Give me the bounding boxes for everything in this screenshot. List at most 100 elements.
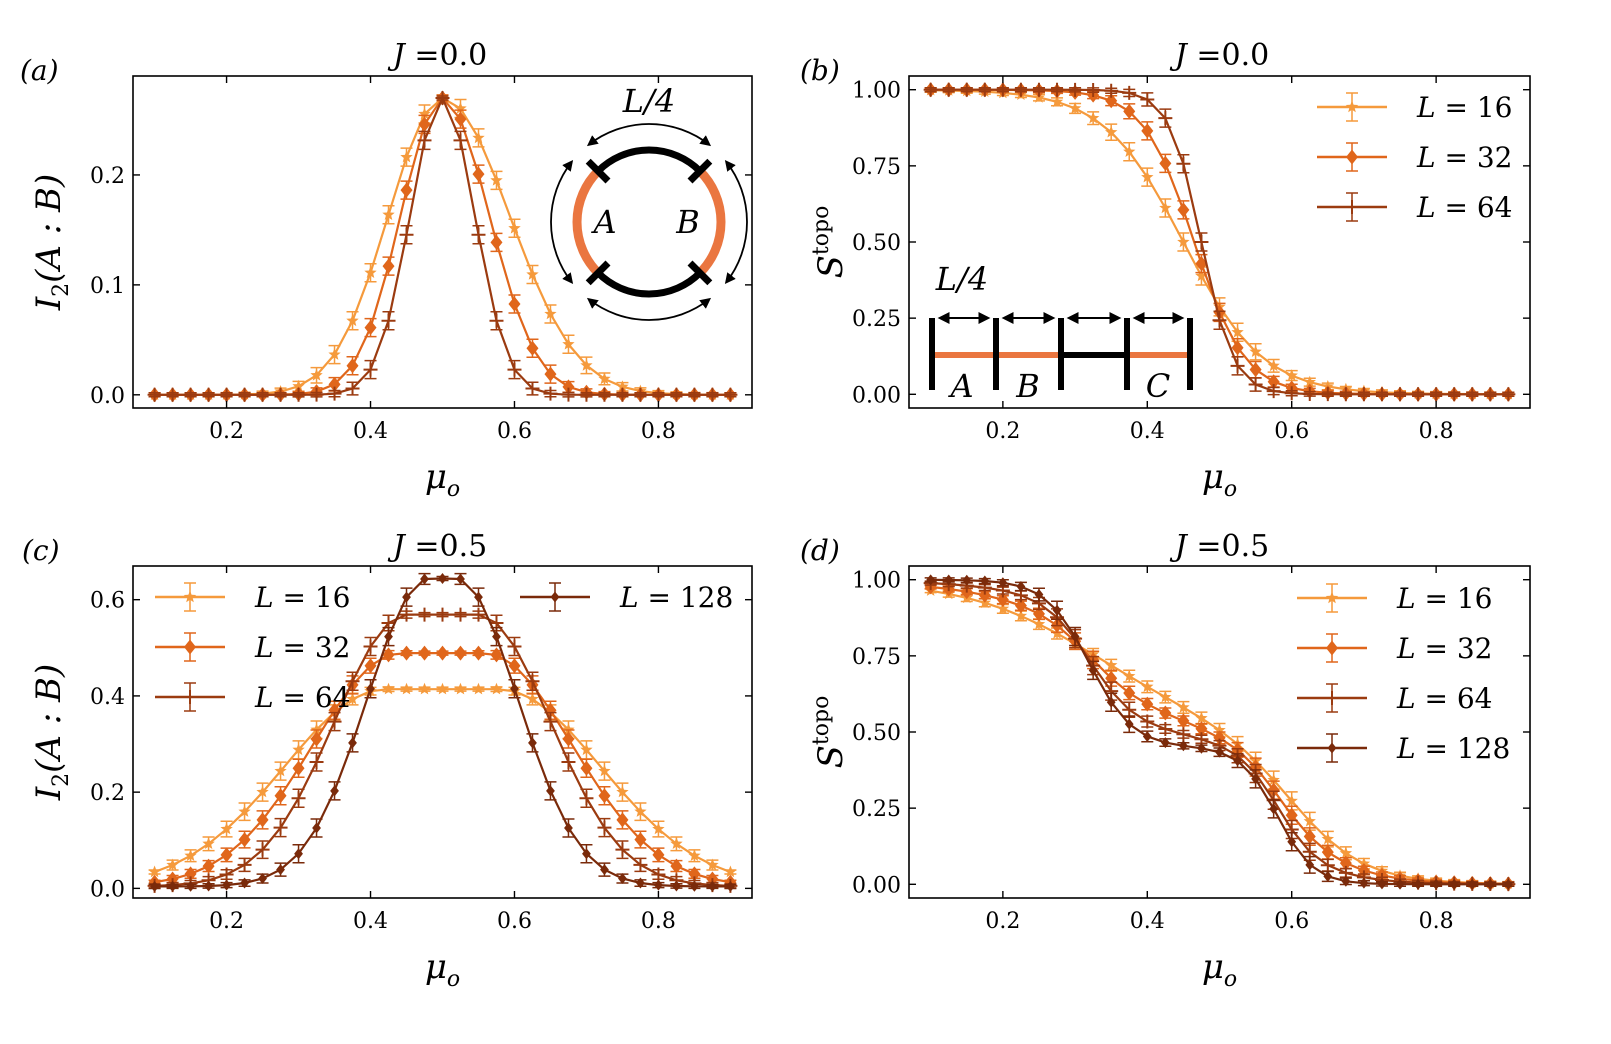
data-point bbox=[492, 631, 501, 643]
data-point bbox=[1267, 359, 1280, 372]
data-point bbox=[941, 82, 956, 97]
legend-marker bbox=[184, 639, 196, 655]
data-point bbox=[688, 866, 701, 882]
legend-entry: L = 64 bbox=[1297, 682, 1492, 715]
series-a-1 bbox=[148, 90, 737, 403]
series-d-3 bbox=[924, 574, 1515, 890]
y-tick-label: 0.1 bbox=[90, 274, 125, 299]
data-point bbox=[1483, 387, 1498, 402]
legend-marker bbox=[183, 690, 197, 704]
data-point bbox=[1016, 580, 1026, 592]
y-tick-label: 0.0 bbox=[90, 384, 125, 409]
data-point bbox=[1178, 740, 1188, 752]
x-tick-label: 0.2 bbox=[209, 419, 244, 444]
series-line bbox=[154, 688, 731, 874]
data-point bbox=[561, 754, 576, 769]
data-point bbox=[471, 227, 486, 242]
data-point bbox=[1413, 878, 1423, 890]
data-point bbox=[1377, 878, 1387, 890]
y-tick-label: 0.50 bbox=[852, 721, 901, 746]
data-point bbox=[1447, 387, 1462, 402]
data-point bbox=[1197, 742, 1206, 754]
ring-arc-top bbox=[595, 146, 703, 174]
ring-arc-bottom bbox=[595, 270, 703, 298]
data-point bbox=[202, 858, 215, 874]
data-point bbox=[453, 133, 468, 148]
data-point bbox=[672, 880, 681, 892]
y-tick-label: 0.50 bbox=[852, 231, 901, 256]
data-point bbox=[454, 111, 467, 127]
data-point bbox=[708, 880, 717, 892]
data-point bbox=[1213, 730, 1226, 746]
series-line bbox=[930, 88, 1509, 396]
data-point bbox=[345, 674, 360, 689]
data-point bbox=[1070, 631, 1080, 643]
ring-arc-A bbox=[572, 167, 602, 277]
data-point bbox=[328, 376, 341, 392]
data-point bbox=[561, 387, 576, 402]
data-point bbox=[1140, 714, 1155, 729]
data-point bbox=[615, 387, 630, 402]
data-point bbox=[454, 645, 467, 661]
inset-label-L4: L/4 bbox=[935, 260, 988, 298]
data-point bbox=[598, 372, 611, 385]
data-point bbox=[240, 877, 249, 889]
panel-a: 0.2 0.4 0.6 0.8 0.0 0.1 0.2 (a) J =0.0 μo I2(A : B… bbox=[20, 38, 753, 502]
panel-d: 0.2 0.4 0.6 0.8 0.00 0.25 0.50 0.75 1.00 (d) J =0.… bbox=[800, 529, 1531, 992]
data-point bbox=[1013, 82, 1028, 97]
data-point bbox=[1339, 855, 1352, 871]
legend-entry: L = 32 bbox=[1297, 632, 1492, 665]
data-point bbox=[1068, 101, 1082, 114]
data-point bbox=[1395, 878, 1405, 890]
y-axis-label: Stopo bbox=[809, 696, 851, 769]
legend-label: L = 16 bbox=[1396, 582, 1492, 615]
data-point bbox=[1320, 387, 1335, 402]
panel-title: J =0.5 bbox=[387, 529, 487, 564]
x-tick-label: 0.8 bbox=[641, 909, 676, 934]
data-point bbox=[454, 682, 467, 695]
panel-b: 0.2 0.4 0.6 0.8 0.00 0.25 0.50 0.75 1.00 (b) J =0.… bbox=[800, 38, 1531, 502]
series-a-2 bbox=[147, 90, 738, 402]
data-point bbox=[400, 682, 413, 695]
legend-marker bbox=[1327, 742, 1337, 754]
legend-label: L = 128 bbox=[619, 581, 733, 614]
data-point bbox=[1230, 358, 1245, 373]
data-point bbox=[598, 764, 611, 777]
x-tick-label: 0.6 bbox=[1274, 419, 1309, 444]
data-point bbox=[201, 387, 216, 402]
y-tick-label: 0.4 bbox=[90, 685, 125, 710]
data-point bbox=[363, 639, 378, 654]
data-point bbox=[258, 873, 267, 885]
data-point bbox=[237, 387, 252, 402]
data-point bbox=[382, 647, 395, 663]
x-axis-label: μo bbox=[1202, 947, 1237, 992]
y-axis-label: I2(A : B) bbox=[29, 664, 74, 802]
data-point bbox=[1177, 701, 1190, 713]
data-point bbox=[996, 602, 1010, 615]
data-point bbox=[453, 607, 468, 622]
x-tick-label: 0.4 bbox=[1130, 419, 1165, 444]
legend-marker bbox=[1325, 691, 1339, 705]
data-point bbox=[327, 714, 342, 729]
data-point bbox=[670, 837, 683, 849]
data-point bbox=[489, 313, 504, 328]
data-point bbox=[543, 386, 558, 401]
data-point bbox=[273, 820, 288, 835]
data-point bbox=[400, 150, 413, 163]
data-point bbox=[1411, 387, 1426, 402]
data-point bbox=[184, 849, 197, 861]
series-a-0 bbox=[148, 91, 737, 401]
series-c-3 bbox=[148, 572, 737, 892]
data-point bbox=[364, 266, 377, 278]
legend-marker bbox=[183, 590, 197, 603]
chain-inset: L/4 A B C bbox=[929, 260, 1193, 405]
legend-marker bbox=[1345, 200, 1359, 214]
data-point bbox=[579, 387, 594, 402]
x-tick-label: 0.4 bbox=[1130, 909, 1165, 934]
data-point bbox=[507, 362, 522, 377]
data-point bbox=[327, 386, 342, 401]
legend-label: L = 16 bbox=[254, 581, 350, 614]
panel-c: 0.2 0.4 0.6 0.8 0.0 0.2 0.4 0.6 (c) J =0.5 μo I2(A … bbox=[22, 529, 753, 992]
data-point bbox=[418, 116, 431, 132]
